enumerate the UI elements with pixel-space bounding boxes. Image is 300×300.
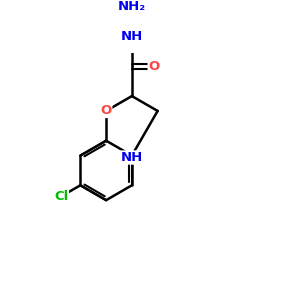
Text: NH: NH xyxy=(121,151,143,164)
Text: O: O xyxy=(100,104,112,117)
Text: O: O xyxy=(148,60,159,73)
Text: NH₂: NH₂ xyxy=(118,0,146,13)
Text: NH: NH xyxy=(121,30,143,43)
Text: Cl: Cl xyxy=(54,190,68,203)
